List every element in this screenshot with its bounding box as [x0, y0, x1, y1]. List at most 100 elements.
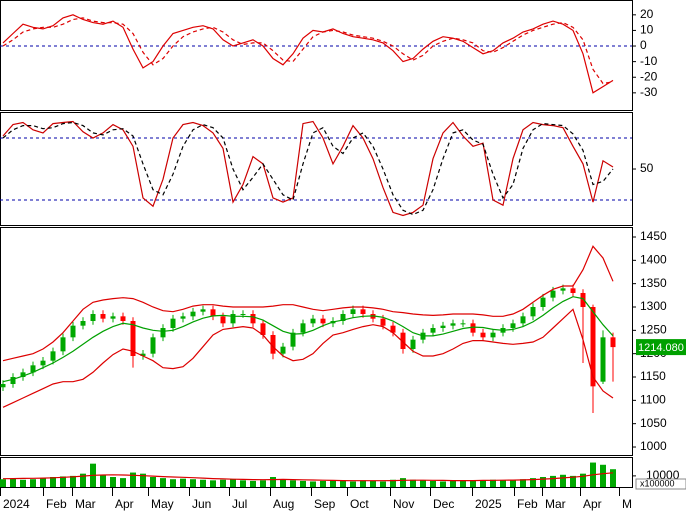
candle-body — [280, 346, 286, 354]
candle-body — [580, 292, 586, 307]
panel: 1450140013501300125012001150110010501000… — [0, 227, 686, 456]
volume-bar — [60, 476, 66, 487]
candle-body — [120, 316, 126, 322]
volume-bar — [80, 473, 86, 487]
series-line — [2, 308, 614, 408]
x-tick-label: Nov — [393, 497, 414, 511]
volume-bar — [500, 480, 506, 487]
x-tick-label: Feb — [46, 497, 67, 511]
y-tick-label: 1100 — [640, 393, 666, 407]
volume-bar — [400, 478, 406, 487]
panel: 20 100 -10-20 -30 — [0, 0, 658, 111]
volume-bar — [530, 478, 536, 487]
x-tick-label: Jul — [232, 497, 247, 511]
volume-bar — [600, 464, 606, 487]
volume-bar — [350, 481, 356, 487]
volume-bar — [30, 479, 36, 487]
candle-body — [450, 323, 456, 326]
volume-bar — [430, 480, 436, 487]
x-tick-label: 2025 — [475, 497, 502, 511]
volume-bar — [20, 479, 26, 487]
candle-body — [600, 337, 606, 382]
candle-body — [510, 323, 516, 329]
x-tick-label: Feb — [517, 497, 538, 511]
series-line — [2, 121, 614, 216]
candle-body — [10, 377, 16, 385]
volume-bar — [300, 480, 306, 487]
volume-bar — [540, 477, 546, 487]
volume-bar — [340, 480, 346, 487]
candle-body — [290, 332, 296, 347]
x-tick-label: Apr — [583, 497, 602, 511]
candle-body — [470, 323, 476, 333]
volume-bar — [120, 478, 126, 487]
candle-body — [560, 288, 566, 291]
panel: 50 — [0, 112, 654, 226]
volume-bar — [140, 473, 146, 487]
candle-body — [210, 309, 216, 317]
candle-body — [520, 316, 526, 324]
volume-bar — [420, 480, 426, 487]
volume-bar — [110, 477, 116, 487]
volume-bar — [170, 479, 176, 487]
candle-body — [160, 328, 166, 338]
y-tick-label: 1250 — [640, 323, 667, 337]
candle-body — [60, 337, 66, 352]
series-line — [2, 17, 614, 85]
candle-body — [130, 321, 136, 357]
volume-bar — [10, 478, 16, 487]
volume-bar — [440, 481, 446, 487]
candle-body — [480, 332, 486, 338]
candle-body — [270, 335, 276, 354]
y-tick-label: 1350 — [640, 276, 667, 290]
unit-label: x100000 — [640, 478, 675, 488]
y-tick-label: 10 — [640, 23, 654, 37]
candle-body — [230, 313, 236, 324]
volume-bar — [310, 481, 316, 487]
last-value-label: 1214.080 — [638, 342, 684, 354]
candle-body — [570, 288, 576, 293]
x-tick-label: Sep — [314, 497, 336, 511]
volume-bar — [180, 478, 186, 487]
series-line — [2, 245, 614, 362]
volume-bar — [250, 480, 256, 487]
y-tick-label: 50 — [640, 161, 654, 175]
candle-body — [490, 332, 496, 338]
candle-body — [310, 318, 316, 324]
y-tick-label: 1450 — [640, 229, 667, 243]
volume-bar — [550, 475, 556, 487]
volume-bar — [100, 474, 106, 487]
candle-body — [350, 309, 356, 314]
volume-bar — [570, 475, 576, 487]
candle-body — [100, 313, 106, 319]
volume-bar — [480, 480, 486, 487]
x-tick-label: Mar — [545, 497, 566, 511]
volume-bar — [370, 480, 376, 487]
volume-bar — [470, 480, 476, 487]
candle-body — [140, 353, 146, 357]
volume-bar — [390, 479, 396, 487]
candle-body — [0, 384, 6, 388]
y-tick-label: 20 — [640, 7, 654, 21]
series-line — [2, 120, 614, 217]
last-value-box — [636, 339, 686, 356]
candle-body — [410, 339, 416, 350]
candle-body — [50, 351, 56, 361]
volume-bar — [410, 479, 416, 487]
unit-box — [635, 478, 686, 490]
candle-body — [30, 365, 36, 373]
volume-bar — [240, 480, 246, 487]
x-tick-label: Dec — [433, 497, 454, 511]
y-tick-label: -30 — [640, 85, 658, 99]
panel-frame — [0, 112, 633, 226]
y-tick-label: -10 — [640, 54, 658, 68]
volume-bar — [320, 480, 326, 487]
candle-body — [240, 313, 246, 315]
volume-bar — [160, 478, 166, 487]
candle-body — [320, 318, 326, 324]
volume-bar — [450, 480, 456, 487]
y-tick-label: 1000 — [640, 439, 667, 453]
candle-body — [90, 313, 96, 322]
